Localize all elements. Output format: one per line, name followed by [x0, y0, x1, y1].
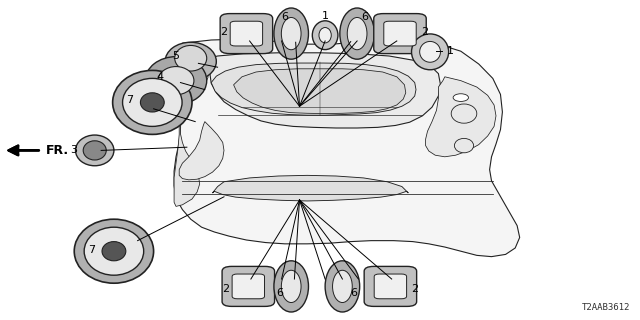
- Text: 7: 7: [126, 95, 133, 105]
- Ellipse shape: [412, 34, 449, 70]
- Text: 1: 1: [447, 46, 454, 56]
- Ellipse shape: [102, 242, 126, 261]
- Ellipse shape: [123, 78, 182, 126]
- Polygon shape: [198, 53, 440, 128]
- Polygon shape: [234, 69, 406, 114]
- Ellipse shape: [282, 18, 301, 50]
- Ellipse shape: [140, 93, 164, 112]
- Ellipse shape: [451, 104, 477, 123]
- FancyBboxPatch shape: [232, 274, 264, 299]
- Circle shape: [453, 94, 468, 101]
- Text: 3: 3: [70, 145, 77, 156]
- FancyBboxPatch shape: [374, 274, 406, 299]
- FancyBboxPatch shape: [364, 266, 417, 307]
- Ellipse shape: [348, 18, 367, 50]
- FancyBboxPatch shape: [230, 21, 262, 46]
- Ellipse shape: [274, 261, 308, 312]
- Ellipse shape: [325, 261, 360, 312]
- Ellipse shape: [175, 45, 207, 71]
- Ellipse shape: [84, 227, 143, 275]
- Ellipse shape: [282, 270, 301, 302]
- Ellipse shape: [274, 8, 308, 59]
- Text: T2AAB3612: T2AAB3612: [582, 303, 630, 312]
- Text: FR.: FR.: [46, 144, 69, 157]
- Text: 1: 1: [322, 11, 328, 21]
- FancyBboxPatch shape: [384, 21, 416, 46]
- Polygon shape: [212, 175, 408, 201]
- Ellipse shape: [312, 21, 338, 50]
- Text: 7: 7: [88, 245, 95, 255]
- Ellipse shape: [74, 219, 154, 283]
- Text: 6: 6: [282, 12, 288, 22]
- Polygon shape: [426, 77, 496, 157]
- FancyBboxPatch shape: [220, 13, 273, 53]
- FancyBboxPatch shape: [374, 13, 426, 53]
- Text: 6: 6: [276, 288, 283, 298]
- Ellipse shape: [333, 270, 352, 302]
- Text: 4: 4: [156, 72, 163, 82]
- Ellipse shape: [113, 70, 192, 134]
- Ellipse shape: [319, 28, 332, 43]
- Text: 2: 2: [220, 27, 227, 37]
- Ellipse shape: [454, 138, 474, 153]
- Text: 6: 6: [351, 288, 358, 298]
- Ellipse shape: [340, 8, 374, 59]
- Ellipse shape: [83, 141, 106, 160]
- Ellipse shape: [76, 135, 114, 166]
- Polygon shape: [179, 122, 224, 180]
- Ellipse shape: [158, 67, 194, 95]
- Ellipse shape: [420, 42, 440, 62]
- Ellipse shape: [165, 42, 216, 81]
- Text: 5: 5: [172, 51, 179, 61]
- Text: 6: 6: [362, 12, 368, 22]
- Polygon shape: [211, 63, 416, 115]
- Text: 2: 2: [411, 284, 418, 294]
- Polygon shape: [174, 39, 520, 257]
- Text: 2: 2: [421, 27, 428, 37]
- Text: 2: 2: [222, 284, 229, 294]
- Ellipse shape: [145, 57, 207, 105]
- Polygon shape: [174, 61, 208, 206]
- FancyBboxPatch shape: [222, 266, 275, 307]
